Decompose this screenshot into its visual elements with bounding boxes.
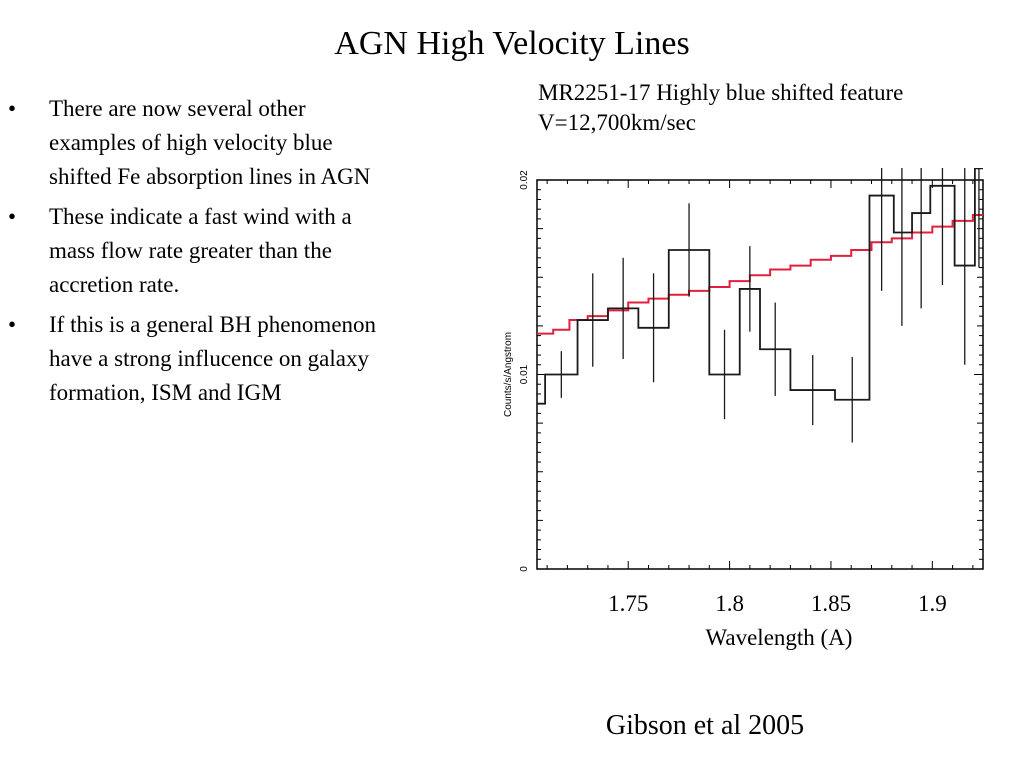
y-axis: 0 0.01 0.02 Counts/s/Angstrom bbox=[503, 170, 983, 572]
bullet-line: shifted Fe absorption lines in AGN bbox=[49, 164, 371, 189]
bullet-line: If this is a general BH phenomenon bbox=[49, 312, 377, 337]
y-tick-label: 0.02 bbox=[519, 170, 530, 190]
bullet-line: have a strong influcence on galaxy bbox=[49, 346, 369, 371]
x-tick-label: 1.9 bbox=[917, 591, 947, 616]
x-tick-label: 1.75 bbox=[608, 591, 649, 616]
bullet-line: mass flow rate greater than the bbox=[49, 238, 332, 263]
bullet-list: • There are now several other examples o… bbox=[8, 92, 430, 416]
bullet-line: There are now several other bbox=[49, 96, 306, 121]
slide-title: AGN High Velocity Lines bbox=[334, 25, 690, 62]
bullet-dot: • bbox=[8, 204, 17, 229]
y-tick-label: 0 bbox=[519, 566, 530, 572]
data-series bbox=[537, 168, 983, 443]
caption-line: V=12,700km/sec bbox=[538, 110, 696, 135]
figure-caption: MR2251-17 Highly blue shifted feature V=… bbox=[538, 78, 1018, 138]
bullet-line: accretion rate. bbox=[49, 272, 180, 297]
plot-border bbox=[536, 179, 984, 570]
bullet-line: These indicate a fast wind with a bbox=[49, 204, 352, 229]
plot-frame bbox=[536, 179, 984, 570]
x-tick-labels: 1.75 1.8 1.85 1.9 bbox=[0, 589, 1024, 619]
x-tick-label: 1.85 bbox=[810, 591, 852, 616]
citation: Gibson et al 2005 bbox=[605, 710, 805, 741]
y-axis-label: Counts/s/Angstrom bbox=[503, 332, 514, 417]
bullet-dot: • bbox=[8, 312, 17, 337]
bullet-item: • These indicate a fast wind with a mass… bbox=[8, 200, 430, 302]
bullet-line: examples of high velocity blue bbox=[49, 130, 333, 155]
bullet-line: formation, ISM and IGM bbox=[49, 380, 282, 405]
x-tick-label: 1.8 bbox=[715, 591, 744, 616]
caption-line: MR2251-17 Highly blue shifted feature bbox=[538, 80, 904, 105]
y-tick-label: 0.01 bbox=[519, 364, 530, 384]
x-axis-minor-ticks bbox=[546, 180, 974, 569]
data-step-line bbox=[537, 168, 983, 405]
spectrum-chart: 0 0.01 0.02 Counts/s/Angstrom bbox=[503, 168, 984, 572]
bullet-item: • If this is a general BH phenomenon hav… bbox=[8, 308, 430, 410]
bullet-item: • There are now several other examples o… bbox=[8, 92, 430, 194]
x-axis-label: Wavelength (A) bbox=[705, 625, 853, 650]
bullet-dot: • bbox=[8, 96, 17, 121]
